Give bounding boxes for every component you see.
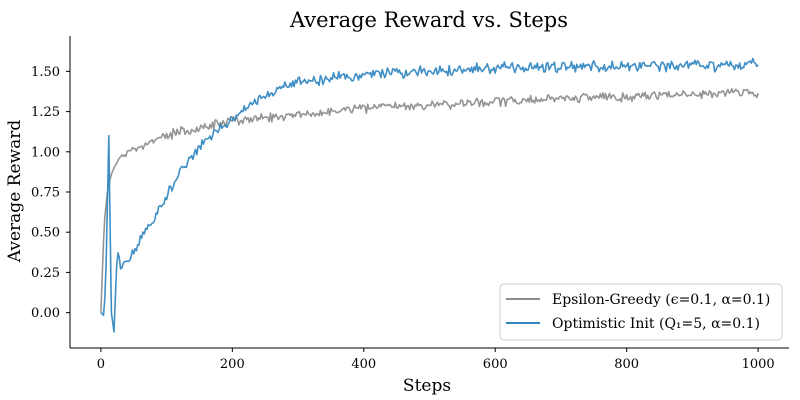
- y-tick-label: 1.50: [31, 65, 60, 80]
- y-tick-label: 1.00: [31, 145, 60, 160]
- legend-label-epsilon-greedy: Epsilon-Greedy (ϵ=0.1, α=0.1): [552, 292, 770, 308]
- x-tick-label: 400: [351, 357, 376, 372]
- chart-title: Average Reward vs. Steps: [289, 8, 568, 32]
- tick-marks: 0 200 400 600 800 1000 0.00 0.25 0.50 0.75 1.00 1.2…: [31, 65, 775, 372]
- legend: Epsilon-Greedy (ϵ=0.1, α=0.1) Optimistic…: [499, 283, 783, 341]
- x-tick-label: 200: [220, 357, 245, 372]
- y-tick-label: 0.25: [31, 266, 60, 281]
- y-tick-label: 1.25: [31, 105, 60, 120]
- y-tick-label: 0.75: [31, 186, 60, 201]
- x-tick-label: 0: [97, 357, 105, 372]
- x-axis-label: Steps: [403, 376, 451, 396]
- x-tick-label: 600: [483, 357, 508, 372]
- x-tick-label: 1000: [742, 357, 775, 372]
- legend-label-optimistic-init: Optimistic Init (Q₁=5, α=0.1): [552, 316, 760, 332]
- y-tick-label: 0.50: [31, 226, 60, 241]
- x-tick-label: 800: [614, 357, 639, 372]
- series-line-epsilon-greedy: [100, 88, 759, 313]
- series-line-optimistic-init: [100, 57, 759, 333]
- y-tick-label: 0.00: [31, 306, 60, 321]
- y-axis-label: Average Reward: [5, 120, 25, 264]
- legend-box: [499, 283, 783, 341]
- series-lines: [100, 57, 759, 333]
